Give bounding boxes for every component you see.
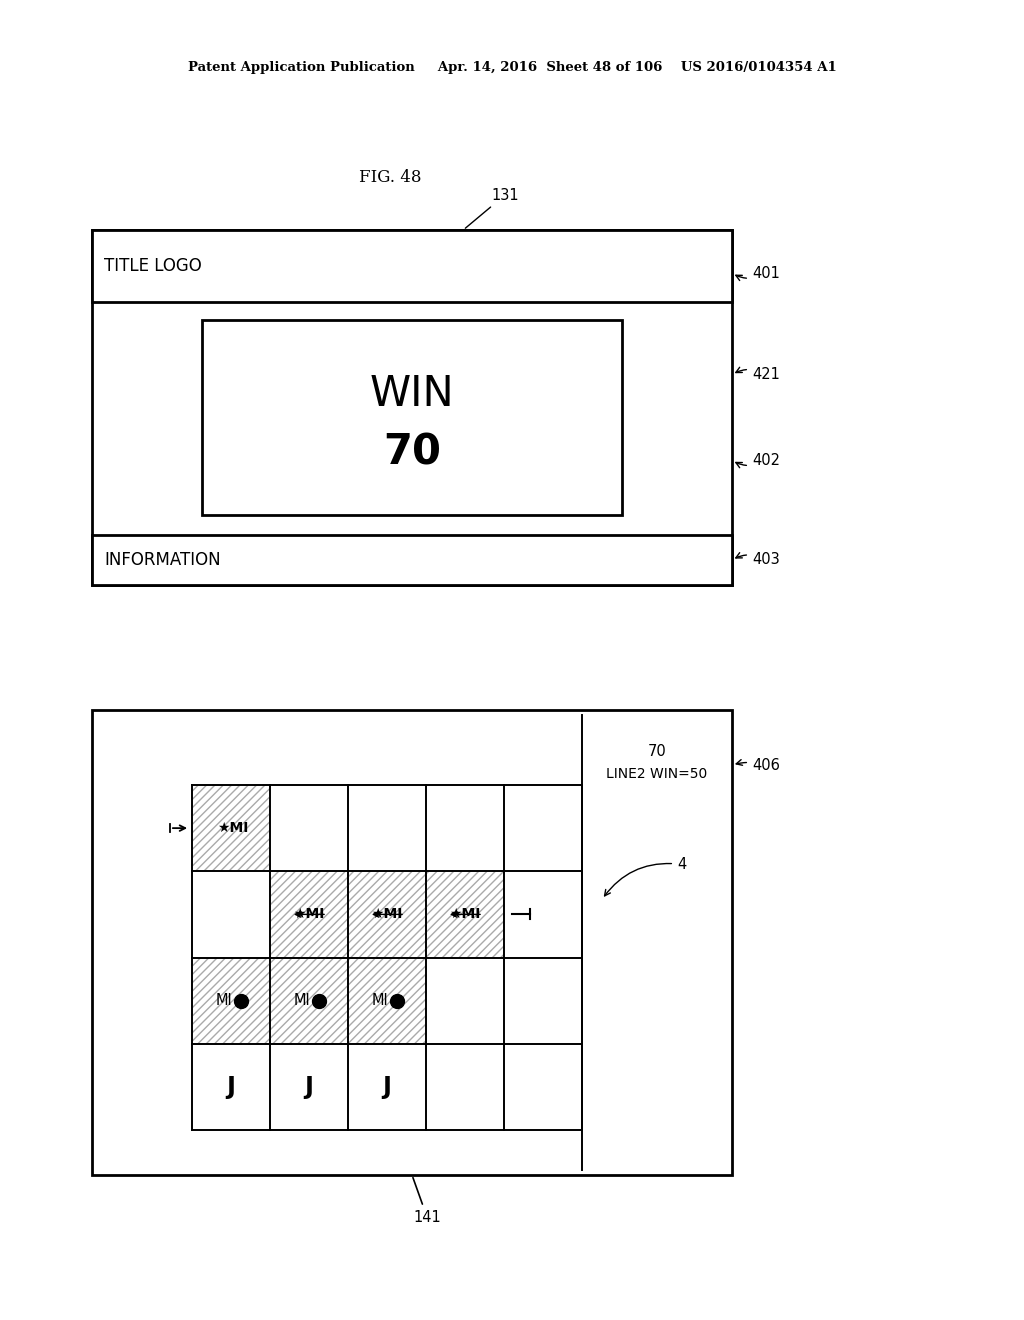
Text: MI: MI	[216, 993, 232, 1008]
Bar	[193, 785, 270, 871]
Text: J: J	[226, 1074, 236, 1098]
Text: 403: 403	[736, 553, 779, 568]
Text: J: J	[304, 1074, 313, 1098]
Text: Patent Application Publication     Apr. 14, 2016  Sheet 48 of 106    US 2016/010: Patent Application Publication Apr. 14, …	[187, 62, 837, 74]
Text: MI: MI	[372, 993, 388, 1008]
Text: ★MI: ★MI	[450, 907, 480, 921]
Bar	[270, 957, 348, 1044]
Bar	[348, 871, 426, 957]
Bar	[92, 230, 732, 585]
Bar	[193, 957, 270, 1044]
Bar	[426, 871, 504, 957]
Text: 4: 4	[604, 857, 686, 896]
Text: ★MI: ★MI	[217, 821, 249, 836]
Text: 70: 70	[383, 432, 441, 474]
Text: ★MI: ★MI	[293, 907, 325, 921]
Bar	[92, 710, 732, 1175]
Text: 406: 406	[736, 758, 780, 772]
Bar	[92, 535, 732, 585]
Bar	[270, 871, 348, 957]
Text: LINE2 WIN=50: LINE2 WIN=50	[606, 767, 708, 781]
Bar	[348, 957, 426, 1044]
Text: TITLE LOGO: TITLE LOGO	[104, 257, 202, 275]
Text: ★MI: ★MI	[372, 907, 402, 921]
Text: 70: 70	[647, 744, 667, 759]
Text: WIN: WIN	[370, 374, 455, 414]
Bar	[202, 319, 622, 515]
Bar	[92, 230, 732, 302]
Text: MI: MI	[294, 993, 310, 1008]
Text: J: J	[383, 1074, 391, 1098]
Text: 131: 131	[465, 187, 519, 228]
Text: 401: 401	[736, 265, 780, 281]
Text: INFORMATION: INFORMATION	[104, 550, 220, 569]
Text: 402: 402	[736, 453, 780, 467]
Text: 421: 421	[736, 367, 780, 381]
Text: 141: 141	[413, 1177, 441, 1225]
Text: FIG. 48: FIG. 48	[358, 169, 421, 186]
